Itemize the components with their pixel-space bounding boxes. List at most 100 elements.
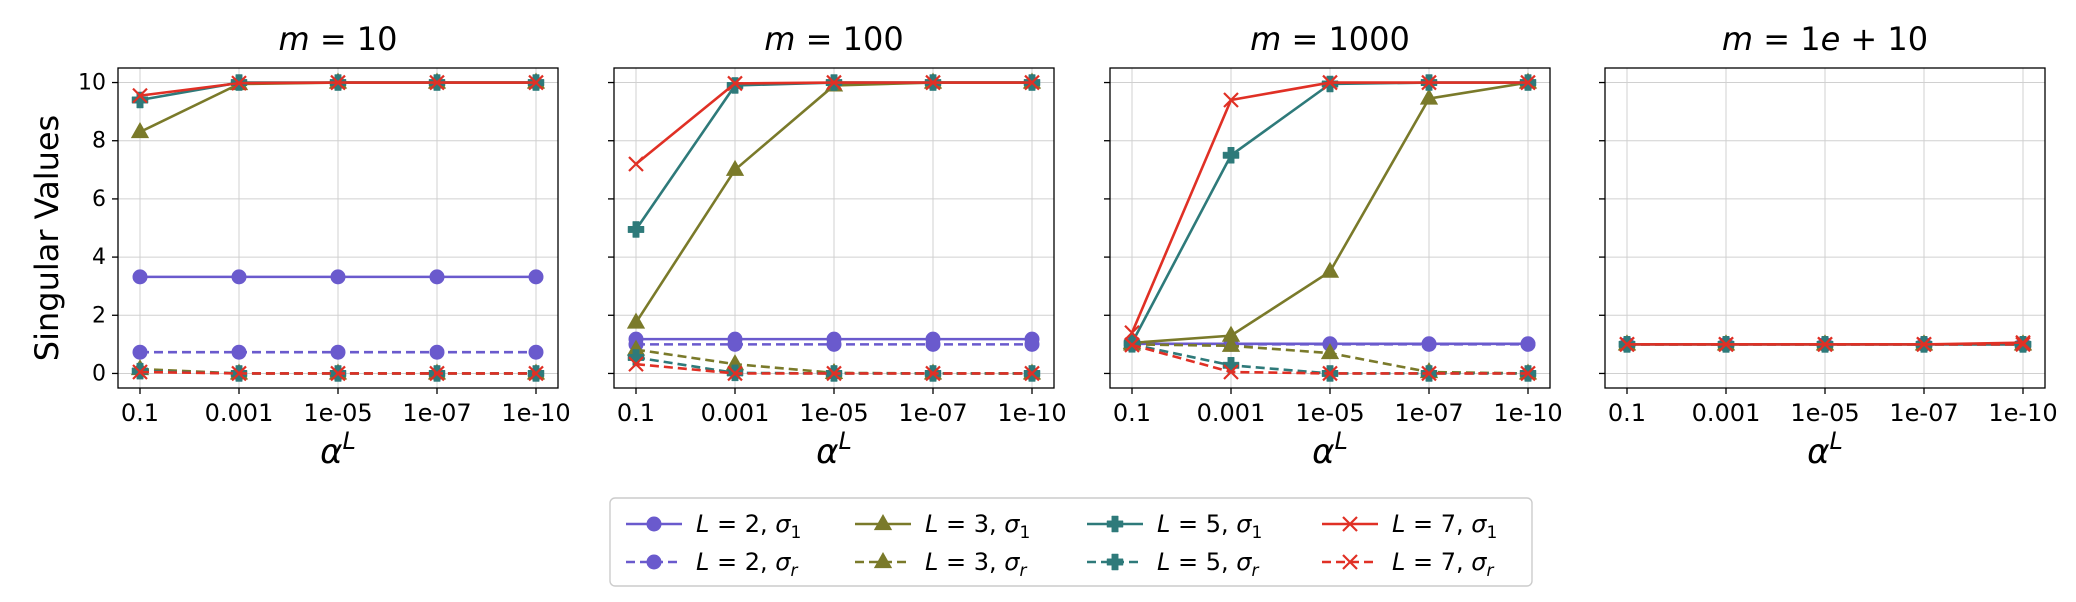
x-tick-label: 1e-10 [501, 399, 570, 427]
legend-label: L = 2, σr [696, 548, 799, 581]
series-L2_sr [132, 344, 544, 360]
data-point-L7_s1 [1421, 74, 1437, 91]
data-point-L7_sr [727, 365, 743, 382]
panel-4: 0.1 0.001 1e-05 1e-07 1e-10 αL m = 1e + 10 [1599, 20, 2058, 472]
x-tick-label: 0.1 [1608, 399, 1646, 427]
data-point-L7_s1 [528, 74, 544, 91]
data-point-L2_sr [925, 336, 941, 352]
data-point-L7_sr [826, 365, 842, 382]
legend-entry-L5_s1: L = 5, σ1 [1087, 510, 1262, 543]
x-tick-label: 1e-10 [1493, 399, 1562, 427]
data-point-L2_sr [727, 336, 743, 352]
data-point-L7_s1 [1124, 324, 1140, 341]
legend-marker-L7_sr [1342, 554, 1358, 570]
data-point-L2_s1 [231, 269, 247, 285]
data-point-L2_sr [826, 336, 842, 352]
legend: L = 2, σ1 L = 2, σr L = 3, σ1 L = 3, σr L = … [609, 497, 1533, 587]
data-point-L2_s1 [528, 269, 544, 285]
data-point-L7_sr [330, 365, 346, 382]
data-point-L2_sr [429, 344, 445, 360]
data-point-L7_sr [429, 365, 445, 382]
data-point-L7_sr [231, 365, 247, 382]
legend-entry-L5_sr: L = 5, σr [1087, 548, 1260, 581]
series-L7_s1 [1124, 74, 1536, 341]
x-tick-label: 1e-05 [303, 399, 372, 427]
x-tick-label: 1e-05 [1790, 399, 1859, 427]
data-point-L7_sr [1520, 365, 1536, 382]
x-tick-label: 1e-10 [997, 399, 1066, 427]
legend-entry-L7_s1: L = 7, σ1 [1322, 510, 1497, 543]
x-tick-label: 1e-07 [1889, 399, 1958, 427]
legend-marker-L5_s1 [1106, 515, 1124, 533]
data-point-L3_s1 [1419, 88, 1439, 105]
data-point-L2_s1 [330, 269, 346, 285]
legend-label: L = 5, σr [1157, 548, 1260, 581]
data-point-L7_sr [2015, 336, 2031, 353]
data-point-L7_s1 [1322, 74, 1338, 91]
x-tick-label: 0.001 [205, 399, 274, 427]
data-point-L7_sr [132, 364, 148, 380]
data-point-L3_sr [1221, 335, 1241, 352]
legend-marker-L3_sr [873, 551, 893, 569]
legend-label: L = 5, σ1 [1157, 510, 1262, 543]
data-point-L7_sr [528, 365, 544, 382]
data-point-L2_s1 [429, 269, 445, 285]
legend-entry-L7_sr: L = 7, σr [1322, 548, 1495, 581]
x-tick-label: 1e-07 [402, 399, 471, 427]
legend-entry-L2_s1: L = 2, σ1 [626, 510, 801, 543]
data-point-L7_sr [1124, 337, 1140, 353]
data-point-L7_sr [1916, 336, 1932, 353]
y-tick-label: 0 [92, 361, 106, 386]
data-point-L2_sr [231, 344, 247, 360]
x-tick-label: 0.1 [1113, 399, 1151, 427]
data-point-L7_s1 [925, 74, 941, 91]
data-point-L7_s1 [1024, 74, 1040, 91]
panel-3: 0.1 0.001 1e-05 1e-07 1e-10 αL m = 1000 [1104, 20, 1563, 472]
y-tick-label: 6 [92, 187, 106, 212]
series-L7_s1 [132, 74, 544, 104]
series-L7_sr [1619, 336, 2031, 353]
data-point-L5_s1 [131, 91, 149, 109]
data-point-L3_s1 [130, 121, 150, 139]
data-point-L7_sr [1619, 336, 1635, 353]
legend-label: L = 3, σ1 [925, 510, 1030, 543]
panel-title: m = 1e + 10 [1722, 20, 1928, 58]
data-point-L3_s1 [626, 312, 646, 329]
data-point-L7_s1 [727, 75, 743, 92]
data-point-L7_s1 [330, 74, 346, 91]
x-axis-label: αL [1807, 427, 1843, 472]
data-point-L2_s1 [132, 269, 148, 285]
legend-frame [609, 497, 1533, 587]
data-point-L5_s1 [1222, 147, 1240, 164]
series-L2_s1 [132, 269, 544, 285]
data-point-L3_s1 [1320, 261, 1340, 278]
legend-marker-L3_s1 [873, 513, 893, 531]
data-point-L2_sr [1520, 336, 1536, 352]
data-point-L3_s1 [725, 159, 745, 176]
data-point-L7_s1 [2015, 334, 2031, 351]
y-tick-label: 4 [92, 245, 106, 270]
data-point-L7_s1 [1223, 92, 1239, 108]
data-point-L7_s1 [231, 75, 247, 91]
x-axis-label: αL [320, 427, 356, 472]
series-L7_sr [132, 364, 544, 382]
panel-title: m = 100 [764, 20, 903, 58]
data-point-L2_sr [528, 344, 544, 360]
legend-label: L = 2, σ1 [696, 510, 801, 543]
legend-marker-L7_s1 [1342, 516, 1358, 532]
legend-marker-L2_s1 [646, 516, 662, 532]
y-tick-label: 10 [78, 71, 106, 96]
legend-marker-L2_sr [646, 554, 662, 570]
y-tick-label: 2 [92, 303, 106, 328]
legend-entry-L2_sr: L = 2, σr [626, 548, 799, 581]
data-point-L7_s1 [1520, 74, 1536, 91]
x-tick-label: 1e-05 [799, 399, 868, 427]
panel-title: m = 1000 [1250, 20, 1410, 58]
data-point-L2_sr [1024, 336, 1040, 352]
legend-label: L = 7, σ1 [1392, 510, 1497, 543]
x-tick-label: 0.001 [1197, 399, 1266, 427]
data-point-L7_s1 [429, 74, 445, 91]
legend-marker-L5_sr [1106, 553, 1124, 571]
x-tick-label: 1e-07 [1394, 399, 1463, 427]
